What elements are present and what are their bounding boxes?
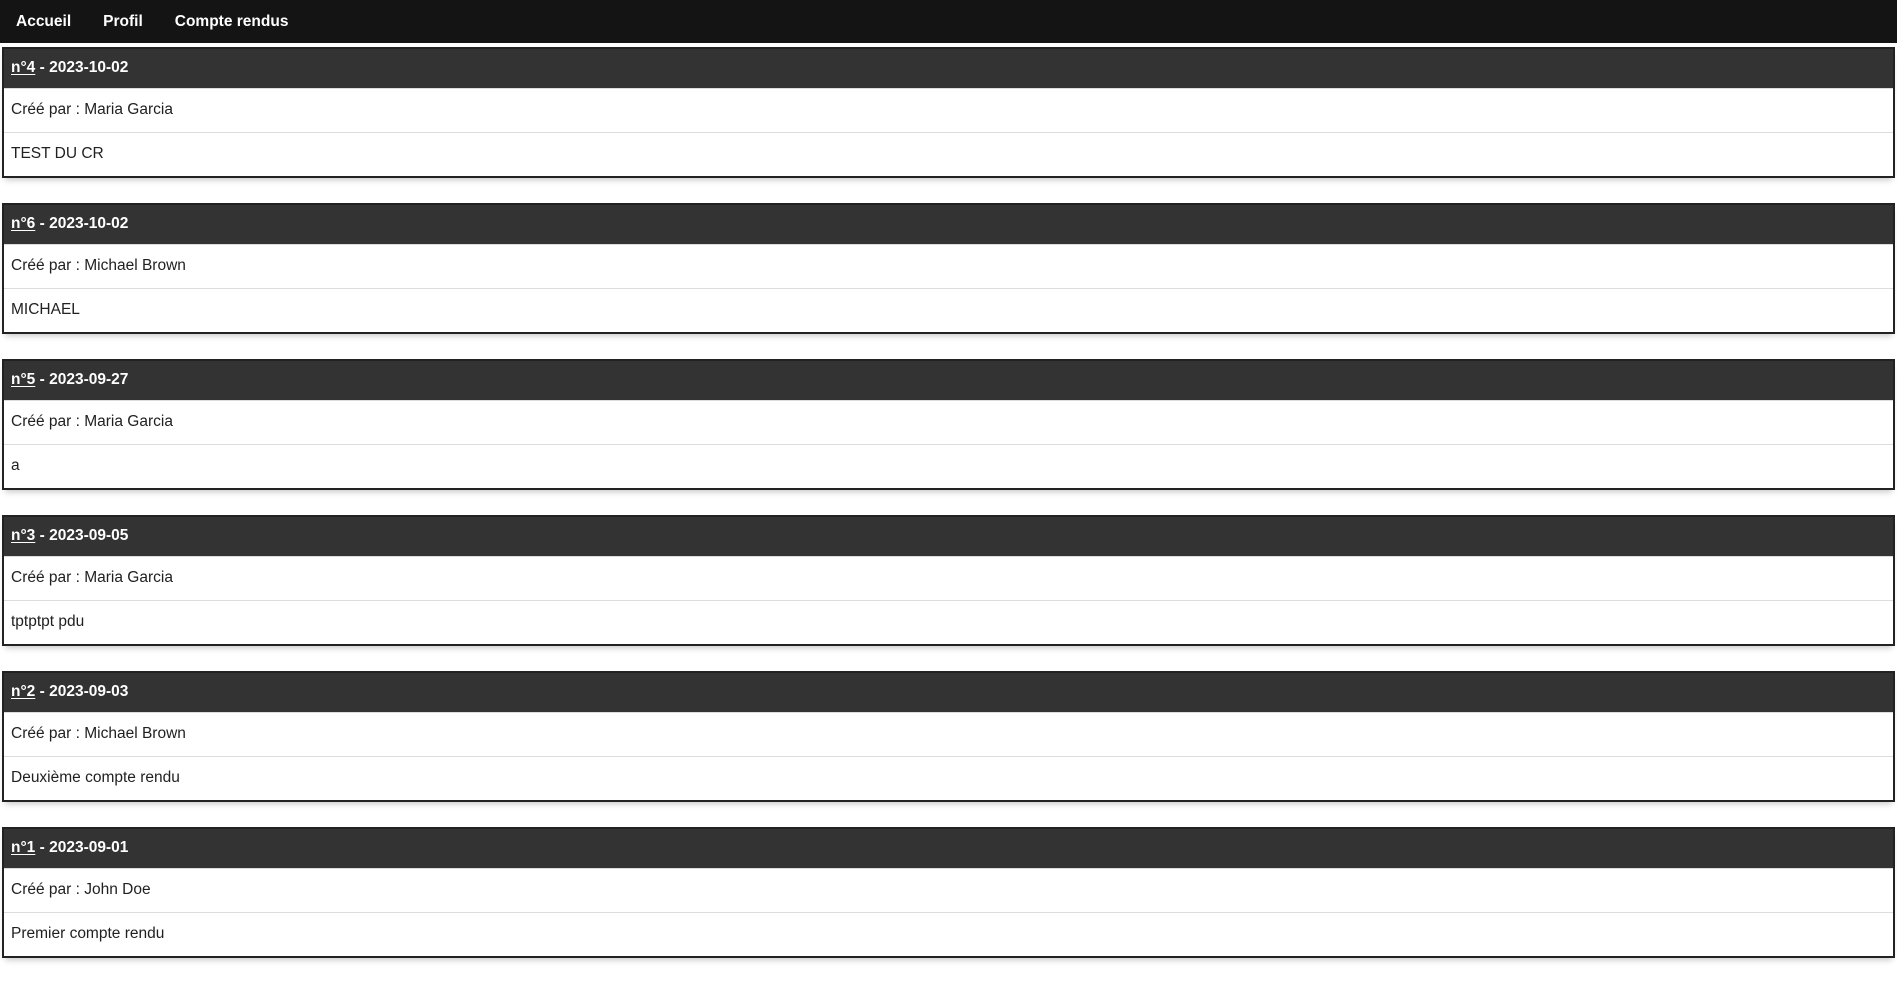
header-separator: -	[39, 371, 45, 388]
report-author: Michael Brown	[84, 257, 186, 274]
report-date: 2023-10-02	[49, 215, 129, 232]
report-author-row: Créé par : Maria Garcia	[4, 400, 1893, 444]
report-content: TEST DU CR	[11, 145, 104, 162]
report-author-row: Créé par : Maria Garcia	[4, 88, 1893, 132]
report-content: Deuxième compte rendu	[11, 769, 180, 786]
nav-item-accueil[interactable]: Accueil	[16, 13, 72, 30]
report-date: 2023-10-02	[49, 59, 129, 76]
report-author-row: Créé par : Michael Brown	[4, 712, 1893, 756]
report-card: n°6 - 2023-10-02 Créé par : Michael Brow…	[2, 203, 1895, 334]
report-number-link[interactable]: n°2	[11, 683, 36, 700]
report-number-link[interactable]: n°1	[11, 839, 36, 856]
report-content-row: MICHAEL	[4, 288, 1893, 332]
report-author: Maria Garcia	[84, 101, 173, 118]
report-card-header: n°4 - 2023-10-02	[4, 49, 1893, 88]
report-card-header: n°2 - 2023-09-03	[4, 673, 1893, 712]
report-card: n°5 - 2023-09-27 Créé par : Maria Garcia…	[2, 359, 1895, 490]
report-content: tptptpt pdu	[11, 613, 85, 630]
report-author: Maria Garcia	[84, 569, 173, 586]
report-author-row: Créé par : John Doe	[4, 868, 1893, 912]
created-by-label: Créé par :	[11, 413, 80, 430]
header-separator: -	[39, 215, 45, 232]
report-number-link[interactable]: n°5	[11, 371, 36, 388]
report-card-header: n°6 - 2023-10-02	[4, 205, 1893, 244]
report-date: 2023-09-01	[49, 839, 129, 856]
created-by-label: Créé par :	[11, 569, 80, 586]
report-date: 2023-09-03	[49, 683, 129, 700]
report-card: n°4 - 2023-10-02 Créé par : Maria Garcia…	[2, 47, 1895, 178]
reports-list: n°4 - 2023-10-02 Créé par : Maria Garcia…	[0, 43, 1897, 958]
report-card-header: n°1 - 2023-09-01	[4, 829, 1893, 868]
report-author: Maria Garcia	[84, 413, 173, 430]
report-author: Michael Brown	[84, 725, 186, 742]
report-number-link[interactable]: n°6	[11, 215, 36, 232]
created-by-label: Créé par :	[11, 257, 80, 274]
header-separator: -	[39, 683, 45, 700]
header-separator: -	[39, 59, 45, 76]
report-content-row: tptptpt pdu	[4, 600, 1893, 644]
report-number-link[interactable]: n°3	[11, 527, 36, 544]
created-by-label: Créé par :	[11, 725, 80, 742]
report-card: n°2 - 2023-09-03 Créé par : Michael Brow…	[2, 671, 1895, 802]
report-author: John Doe	[84, 881, 151, 898]
report-content-row: Deuxième compte rendu	[4, 756, 1893, 800]
top-navbar: Accueil Profil Compte rendus	[0, 0, 1897, 43]
report-date: 2023-09-27	[49, 371, 129, 388]
header-separator: -	[39, 527, 45, 544]
report-number-link[interactable]: n°4	[11, 59, 36, 76]
report-author-row: Créé par : Michael Brown	[4, 244, 1893, 288]
report-content-row: Premier compte rendu	[4, 912, 1893, 956]
header-separator: -	[39, 839, 45, 856]
report-card-header: n°5 - 2023-09-27	[4, 361, 1893, 400]
report-content-row: TEST DU CR	[4, 132, 1893, 176]
nav-item-compte-rendus[interactable]: Compte rendus	[174, 13, 289, 30]
report-content: a	[11, 457, 20, 474]
report-card: n°3 - 2023-09-05 Créé par : Maria Garcia…	[2, 515, 1895, 646]
report-date: 2023-09-05	[49, 527, 129, 544]
nav-item-profil[interactable]: Profil	[103, 13, 143, 30]
report-author-row: Créé par : Maria Garcia	[4, 556, 1893, 600]
report-content: Premier compte rendu	[11, 925, 165, 942]
created-by-label: Créé par :	[11, 101, 80, 118]
created-by-label: Créé par :	[11, 881, 80, 898]
report-content-row: a	[4, 444, 1893, 488]
report-card-header: n°3 - 2023-09-05	[4, 517, 1893, 556]
report-content: MICHAEL	[11, 301, 80, 318]
report-card: n°1 - 2023-09-01 Créé par : John Doe Pre…	[2, 827, 1895, 958]
